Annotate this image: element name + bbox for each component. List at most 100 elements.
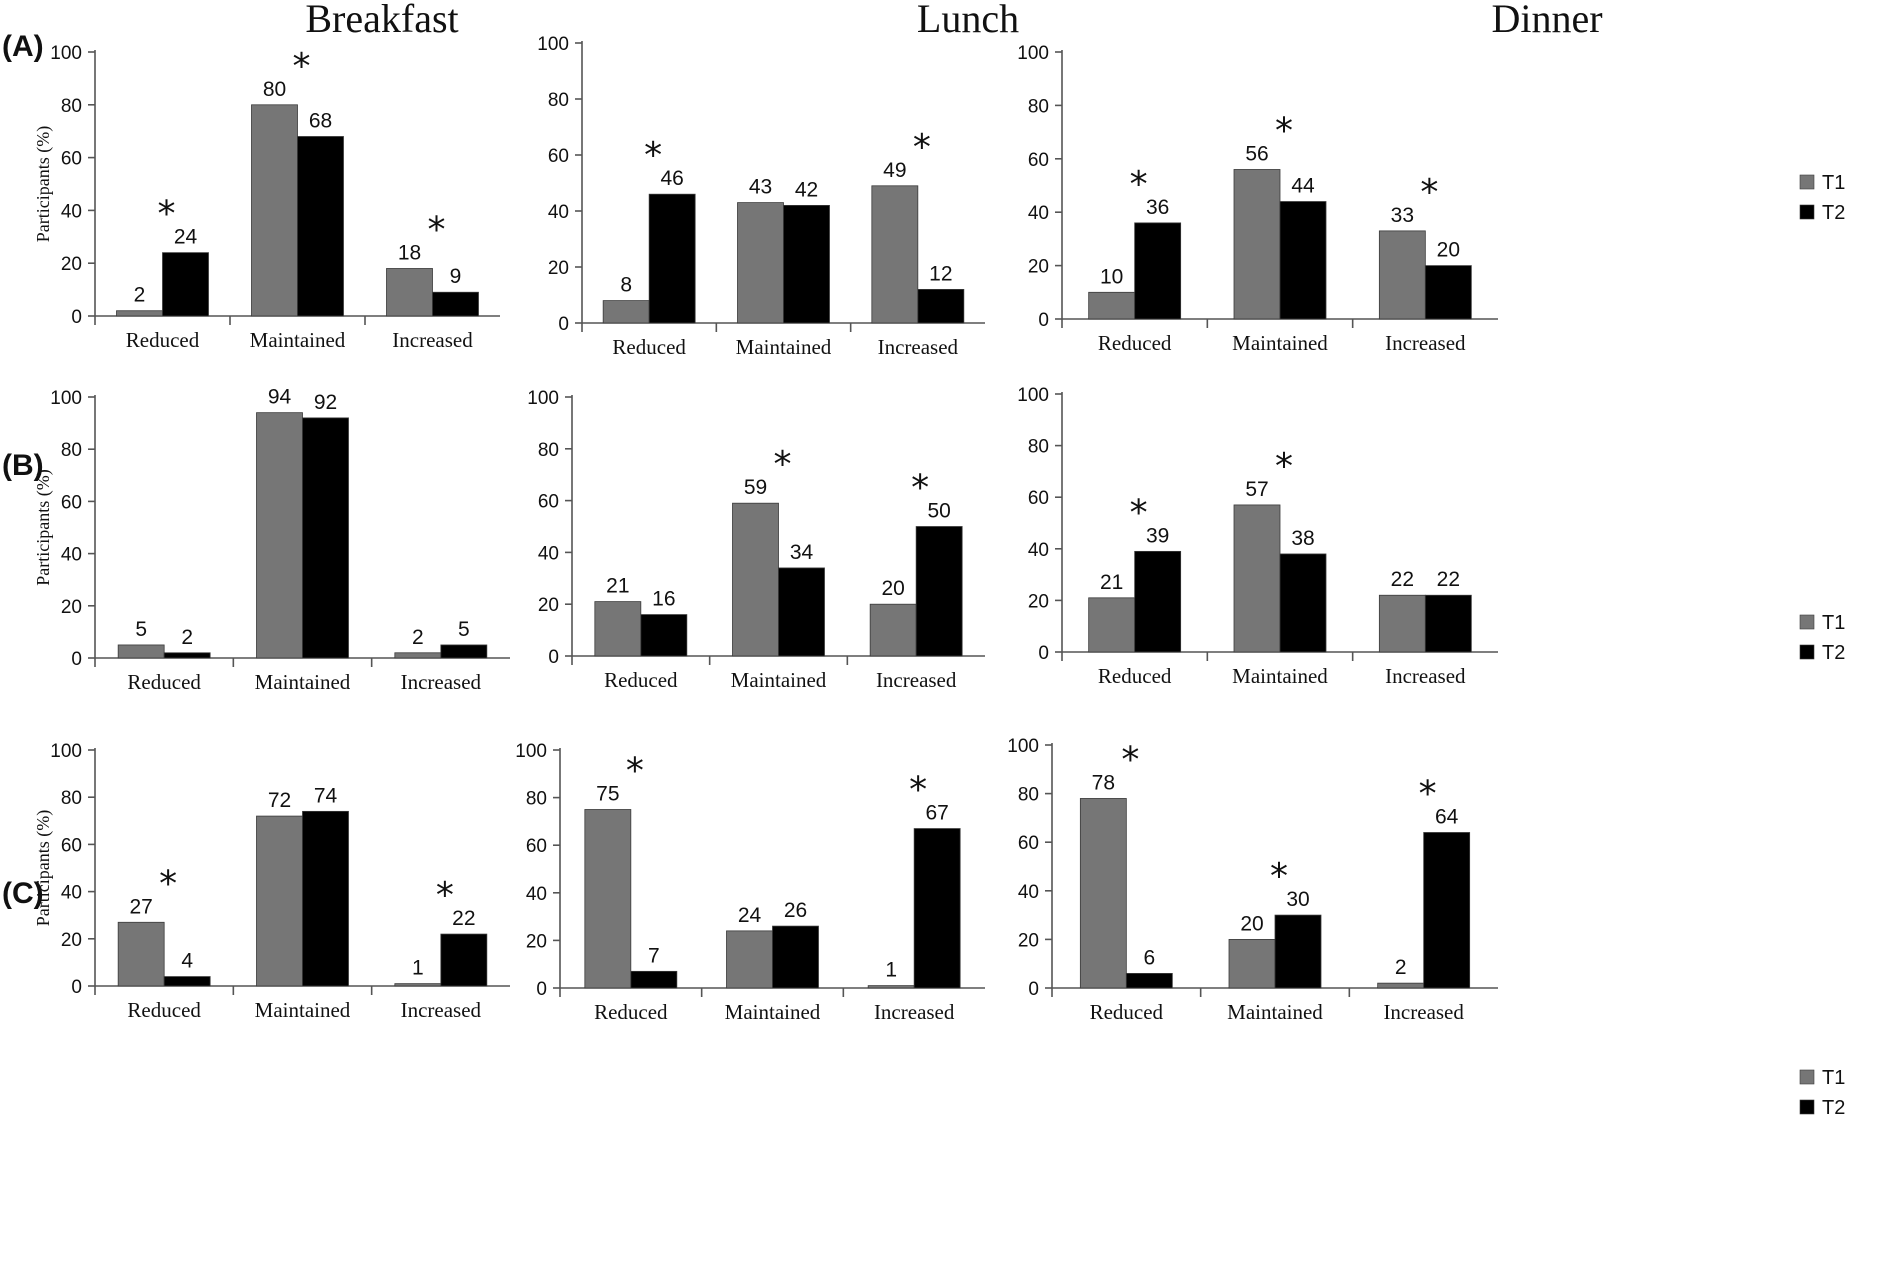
- y-tick-label: 0: [71, 649, 82, 670]
- y-tick-label: 40: [1018, 882, 1039, 903]
- data-label: 2: [1395, 956, 1407, 979]
- data-label: 57: [1245, 478, 1268, 501]
- y-tick-label: 100: [50, 388, 82, 409]
- data-label: 21: [1100, 571, 1123, 594]
- bar-t2: [1134, 222, 1182, 320]
- bar-t2: [1274, 914, 1322, 989]
- data-label: 36: [1146, 196, 1169, 219]
- category-label: Reduced: [594, 1000, 668, 1024]
- column-title-breakfast: Breakfast: [305, 0, 458, 41]
- y-tick-label: 80: [538, 440, 559, 461]
- data-label: 22: [1437, 568, 1460, 591]
- data-label: 49: [883, 159, 906, 182]
- chart-panel: 0 20 40 60 80 100 Participants (%) Reduced 27 4 * M…: [33, 741, 510, 1022]
- significance-star: *: [644, 135, 662, 176]
- significance-star: *: [1419, 773, 1437, 814]
- y-tick-label: 100: [50, 43, 82, 64]
- category-label: Increased: [1385, 331, 1466, 355]
- category-label: Maintained: [255, 998, 351, 1022]
- significance-star: *: [626, 751, 644, 792]
- legend-swatch-t1: [1799, 614, 1815, 630]
- data-label: 68: [309, 109, 332, 132]
- y-tick-label: 20: [1018, 930, 1039, 951]
- legend-label-t2: T2: [1822, 1097, 1845, 1119]
- data-label: 39: [1146, 524, 1169, 547]
- data-label: 16: [652, 588, 675, 611]
- significance-star: *: [1270, 856, 1288, 897]
- chart-panel: 0 20 40 60 80 100 Reduced 75 7 * Maintained 24 26 Inc…: [515, 741, 985, 1024]
- y-tick-label: 0: [1028, 979, 1039, 1000]
- bar-t2: [440, 644, 488, 659]
- legend-label-t2: T2: [1822, 202, 1845, 224]
- data-label: 18: [398, 241, 421, 264]
- bar-t2: [163, 976, 211, 987]
- y-tick-label: 80: [61, 440, 82, 461]
- y-tick-label: 20: [526, 931, 547, 952]
- data-label: 24: [174, 226, 198, 249]
- y-tick-label: 0: [536, 979, 547, 1000]
- data-label: 10: [1100, 265, 1123, 288]
- y-tick-label: 80: [1028, 437, 1049, 458]
- category-label: Reduced: [127, 670, 201, 694]
- bar-t1: [1088, 291, 1136, 320]
- bar-t1: [602, 300, 650, 324]
- y-tick-label: 0: [71, 977, 82, 998]
- data-label: 30: [1286, 888, 1309, 911]
- data-label: 1: [885, 959, 897, 982]
- y-tick-label: 0: [1038, 310, 1049, 331]
- data-label: 5: [458, 618, 470, 641]
- row-label-a: (A): [2, 30, 44, 63]
- bar-t2: [783, 204, 830, 324]
- y-tick-label: 40: [61, 883, 82, 904]
- data-label: 42: [795, 178, 818, 201]
- bar-t1: [1377, 982, 1425, 989]
- y-tick-label: 20: [61, 930, 82, 951]
- y-tick-label: 80: [548, 90, 569, 111]
- y-tick-label: 100: [515, 741, 547, 762]
- bar-t2: [302, 810, 349, 987]
- data-label: 2: [412, 626, 424, 649]
- data-label: 43: [749, 176, 772, 199]
- significance-star: *: [1121, 739, 1139, 780]
- y-tick-label: 0: [548, 647, 559, 668]
- bar-t1: [1378, 230, 1426, 320]
- bar-t1: [1233, 169, 1281, 320]
- bar-t2: [302, 417, 349, 659]
- category-label: Maintained: [1227, 1000, 1323, 1024]
- data-label: 2: [181, 626, 193, 649]
- bar-t2: [297, 136, 344, 317]
- significance-star: *: [1275, 446, 1293, 487]
- bar-t1: [1378, 594, 1426, 653]
- legend-swatch-t1: [1799, 174, 1815, 190]
- category-label: Reduced: [612, 335, 686, 359]
- bar-t1: [1079, 798, 1127, 989]
- category-label: Increased: [1385, 664, 1466, 688]
- bar-t2: [1279, 201, 1327, 320]
- bar-t1: [732, 502, 779, 657]
- data-label: 50: [927, 500, 950, 523]
- category-label: Maintained: [255, 670, 351, 694]
- y-tick-label: 60: [61, 492, 82, 513]
- data-label: 26: [784, 899, 807, 922]
- y-tick-label: 100: [537, 34, 569, 55]
- data-label: 9: [450, 265, 462, 288]
- bar-t1: [869, 603, 917, 657]
- data-label: 33: [1391, 204, 1414, 227]
- category-label: Reduced: [1098, 331, 1172, 355]
- bar-t1: [726, 930, 773, 989]
- bar-t1: [116, 310, 163, 317]
- legend-swatch-t1: [1799, 1069, 1815, 1085]
- bar-t1: [1228, 939, 1276, 989]
- y-tick-label: 60: [1028, 150, 1049, 171]
- significance-star: *: [1420, 172, 1438, 213]
- y-tick-label: 60: [538, 492, 559, 513]
- chart-panel: 020406080100Reduced2139*Maintained5738*I…: [1017, 385, 1498, 688]
- legend-label-t1: T1: [1822, 172, 1845, 194]
- y-tick-label: 80: [61, 96, 82, 117]
- y-tick-label: 20: [548, 258, 569, 279]
- bar-t1: [1088, 597, 1136, 653]
